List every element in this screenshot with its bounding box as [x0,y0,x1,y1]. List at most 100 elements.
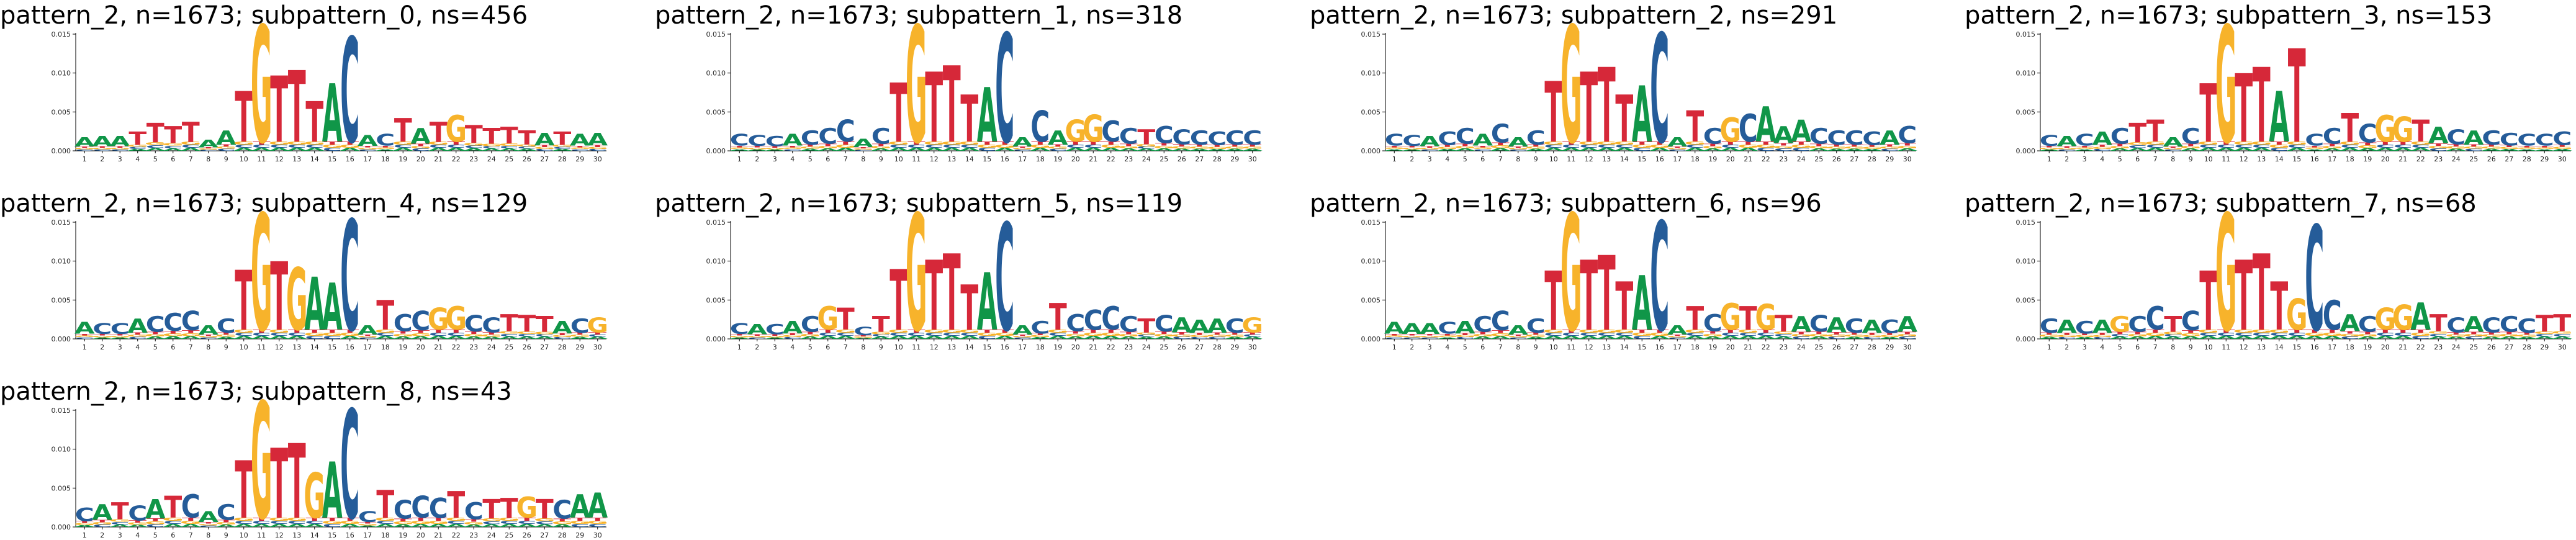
x-tick-label: 19 [399,531,407,539]
logo-letter-C: C [2552,333,2572,338]
logo-letter-T: T [465,331,483,335]
logo-letter-C: C [570,149,590,152]
logo-letter-C: C [1562,332,1581,337]
y-tick-label: 0.015 [52,407,71,415]
logo-letter-G: G [2251,141,2272,146]
y-tick-label: 0.010 [52,258,71,266]
logo-letter-T: T [93,520,111,523]
logo-letter-C: C [517,333,536,337]
logo-letter-G: G [2197,141,2219,146]
logo-letter-T: T [571,332,590,335]
logo-letter-A: A [1171,313,1192,337]
logo-letter-A: A [888,335,909,340]
x-tick-label: 12 [275,343,284,351]
x-tick-label: 19 [399,343,407,351]
logo-letter-C: C [1579,332,1598,337]
x-tick-label: 28 [1213,343,1222,351]
logo-letter-G: G [162,517,184,522]
logo-letter-T: T [288,329,306,334]
logo-letter-T: T [1845,332,1864,335]
logo-letter-C: C [1898,122,1917,149]
x-tick-label: 13 [292,155,301,163]
logo-letter-A: A [499,148,520,151]
logo-letter-G: G [1419,148,1441,150]
x-tick-label: 18 [2346,343,2354,351]
logo-letter-G: G [215,522,237,526]
logo-letter-A: A [74,320,95,338]
y-tick-label: 0.010 [2016,70,2036,78]
logo-letter-G: G [1189,146,1210,149]
logo-letter-G: G [1507,336,1529,338]
logo-letter-T: T [1669,335,1687,337]
logo-letter-T: T [536,145,554,148]
logo-letter-C: C [146,523,165,528]
x-tick-label: 20 [417,155,425,163]
logo-letter-T: T [1881,333,1899,336]
logo-letter-G: G [480,518,502,522]
logo-letter-C: C [747,337,767,340]
logo-letter-A: A [2428,336,2449,340]
x-tick-label: 19 [399,155,407,163]
logo-letter-A: A [516,523,538,528]
logo-letter-A: A [2074,149,2096,152]
x-tick-label: 9 [1534,155,1538,163]
logo-letter-T: T [907,141,925,146]
logo-letter-C: C [1526,127,1546,149]
logo-letter-A: A [145,147,166,151]
logo-letter-C: C [2394,144,2413,149]
logo-letter-A: A [782,318,803,338]
logo-letter-G: G [2268,144,2290,149]
x-tick-label: 8 [1516,155,1520,163]
logo-letter-A: A [2092,128,2112,150]
y-tick-label: 0.000 [2016,147,2036,155]
x-tick-label: 24 [1142,343,1151,351]
x-tick-label: 9 [1534,343,1538,351]
logo-letter-A: A [1154,148,1175,152]
logo-letter-C: C [2163,149,2182,151]
logo-letter-G: G [1773,331,1795,335]
x-tick-label: 21 [1744,343,1752,351]
logo-letter-T: T [1721,329,1739,334]
logo-letter-T: T [2394,141,2412,146]
logo-letter-G: G [1135,143,1157,147]
logo-letter-T: T [341,329,359,334]
logo-letter-T: T [2447,331,2466,335]
logo-letter-C: C [1685,332,1705,337]
logo-letter-C: C [1633,147,1652,152]
logo-letter-C: C [570,315,590,337]
x-tick-label: 16 [1001,343,1009,351]
logo-letter-G: G [2127,334,2148,338]
logo-letter-A: A [2446,148,2467,152]
logo-letter-C: C [2517,315,2536,337]
logo-panel-5: pattern_2, n=1673; subpattern_5, ns=1190… [655,181,1263,367]
logo-letter-G: G [1631,144,1653,149]
logo-letter-A: A [2322,148,2343,151]
logo-letter-G: G [2127,142,2148,146]
y-tick-label: 0.005 [706,108,726,116]
logo-letter-A: A [534,336,556,340]
logo-letter-G: G [498,143,520,146]
y-tick-label: 0.005 [1361,296,1381,304]
logo-letter-G: G [2463,334,2485,338]
logo-letter-G: G [764,336,786,338]
x-tick-label: 14 [2275,343,2284,351]
logo-letter-C: C [942,144,961,149]
logo-letter-G: G [2091,335,2113,338]
logo-letter-G: G [534,331,556,335]
logo-letter-G: G [2109,313,2131,338]
logo-letter-C: C [2323,125,2342,150]
logo-letter-T: T [2482,331,2501,335]
logo-letter-T: T [2288,329,2306,334]
logo-letter-T: T [111,333,130,336]
logo-letter-T: T [1385,145,1404,148]
logo-letter-G: G [374,147,396,150]
x-tick-label: 15 [328,155,336,163]
logo-letter-T: T [465,519,483,523]
logo-letter-A: A [959,147,980,152]
logo-letter-T: T [2518,145,2536,148]
logo-letter-A: A [1649,335,1670,340]
logo-letter-G: G [1171,334,1192,338]
x-tick-label: 16 [1655,343,1664,351]
logo-letter-G: G [958,141,980,146]
logo-letter-A: A [358,323,378,338]
